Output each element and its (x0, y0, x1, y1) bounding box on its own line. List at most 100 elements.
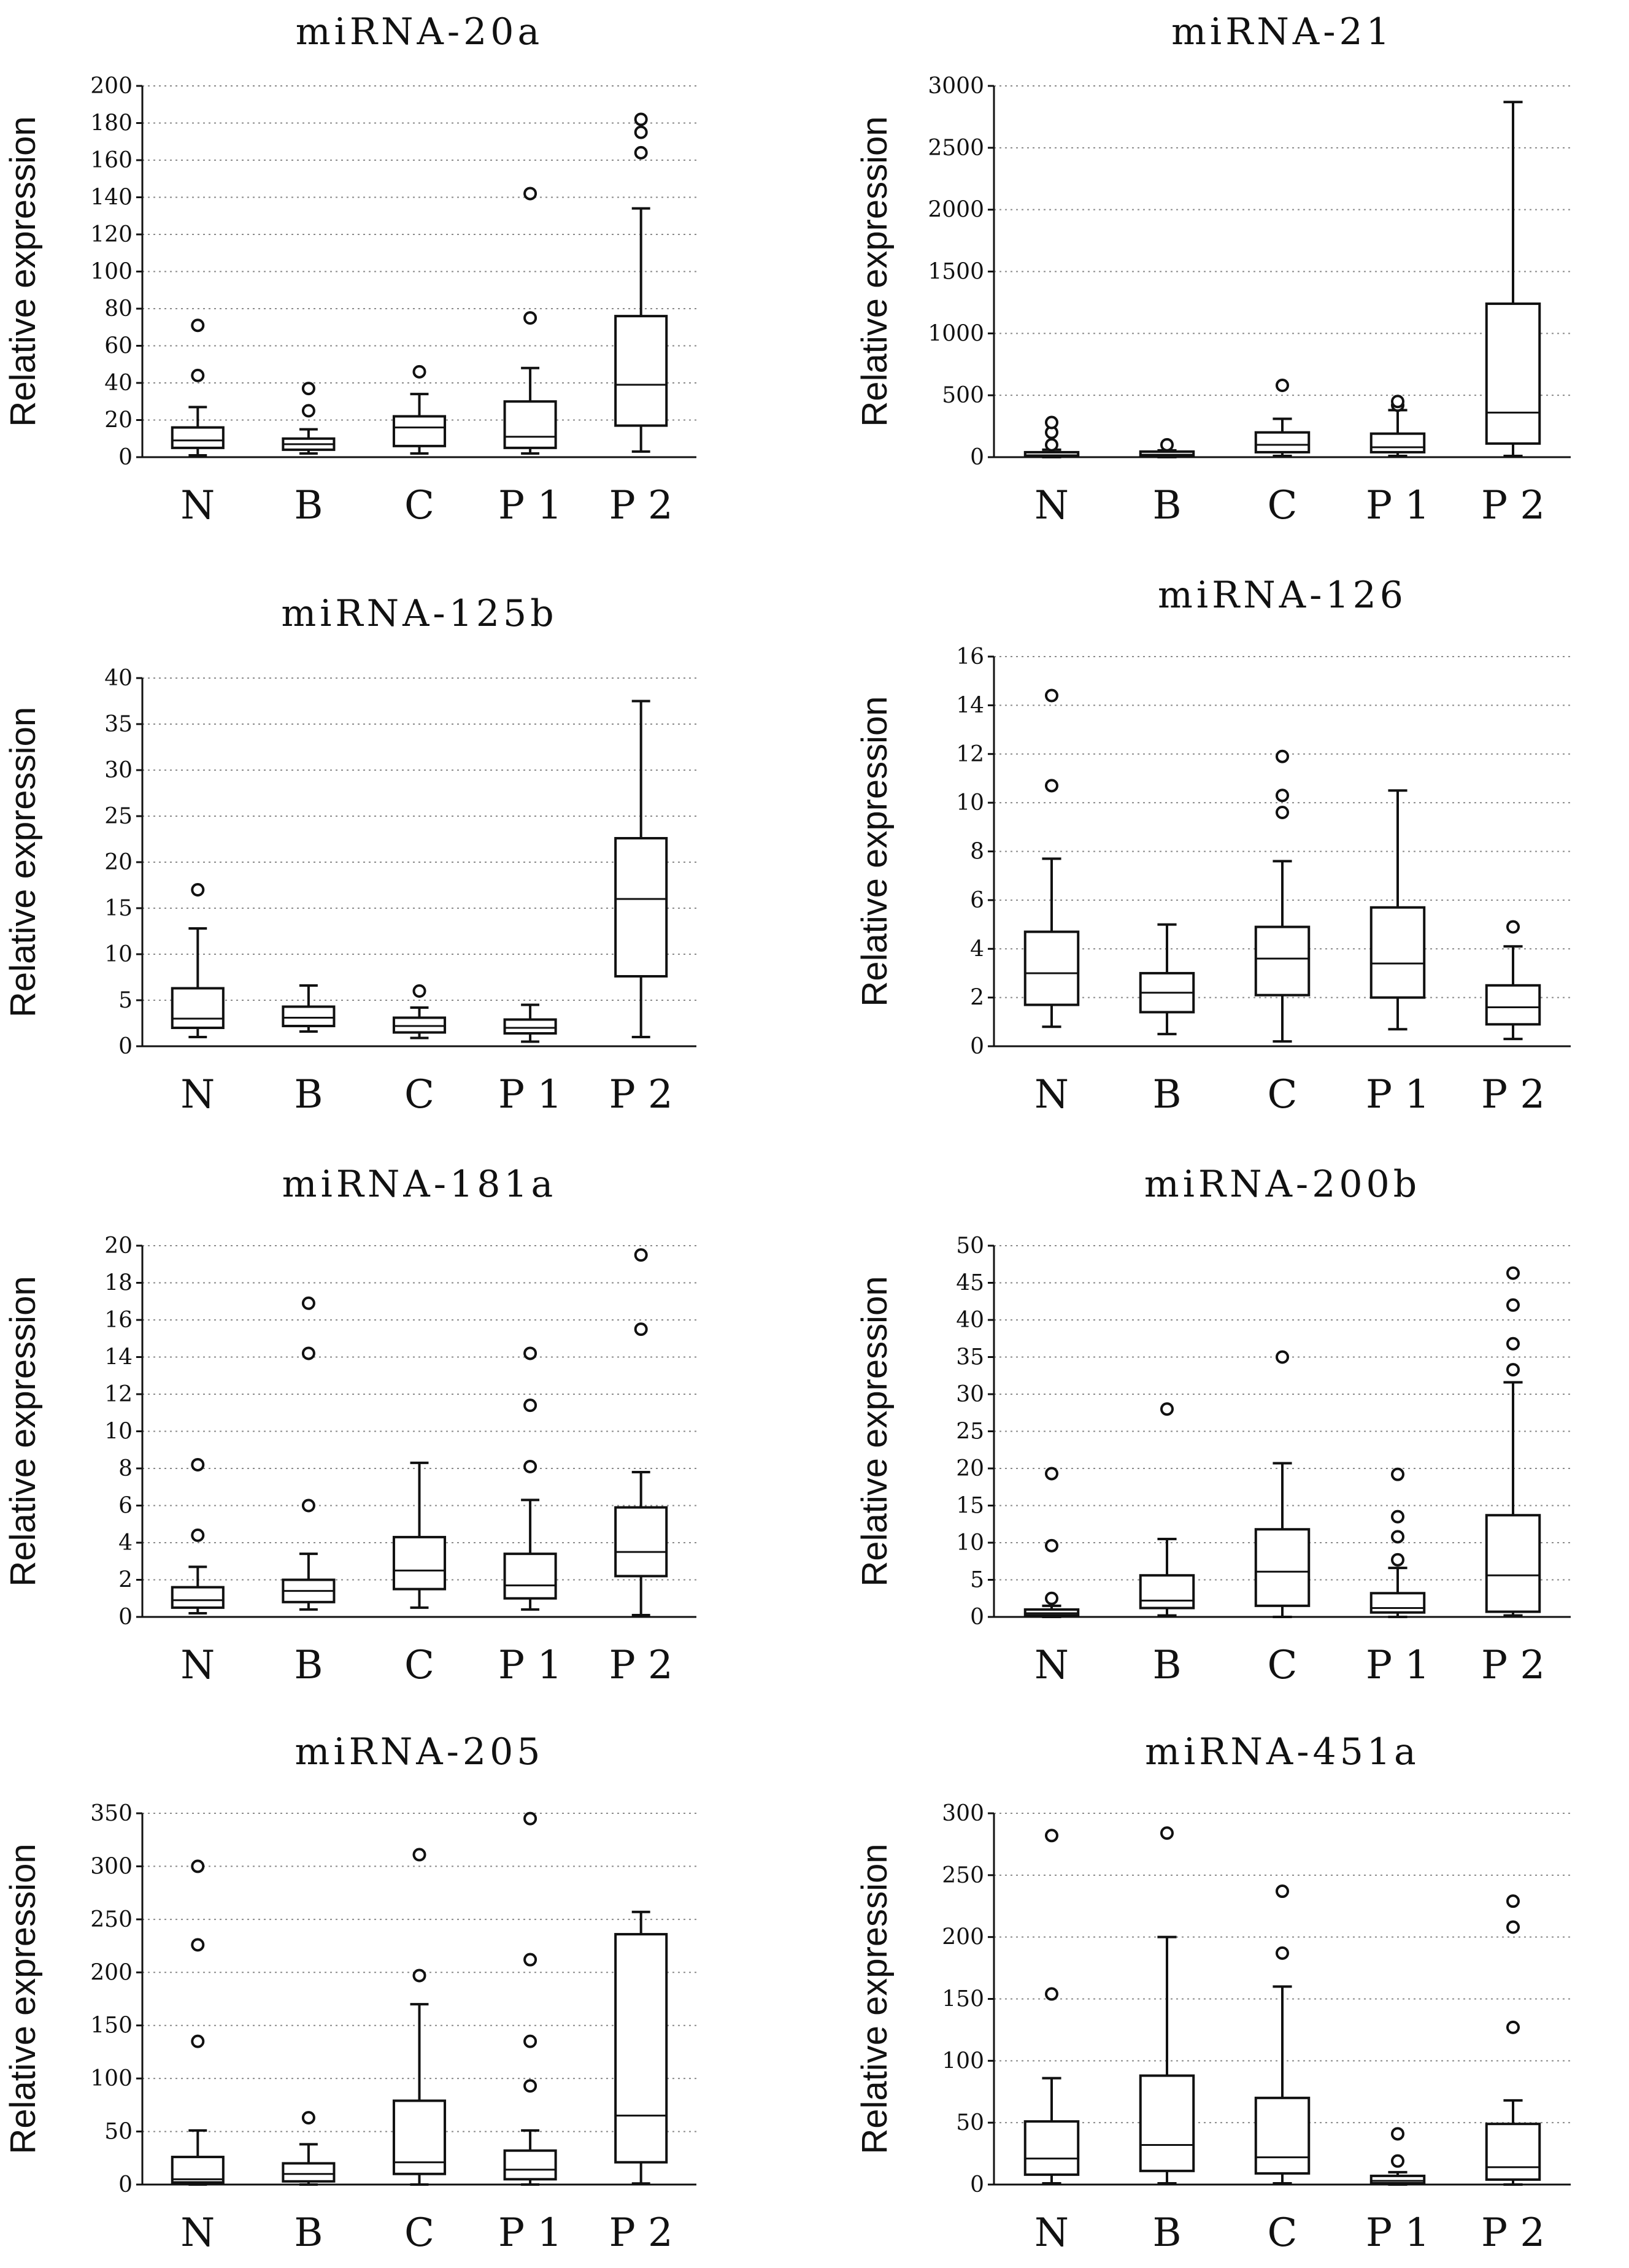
box-c (1254, 1350, 1311, 1618)
x-tick-label: P 1 (498, 2210, 562, 2256)
box-c (1254, 749, 1311, 1043)
y-tick-label: 250 (90, 1907, 133, 1932)
box-b (1139, 1826, 1195, 2185)
y-tick-label: 8 (118, 1456, 133, 1481)
outlier-point (523, 1811, 537, 1826)
y-tick-label: 25 (956, 1419, 984, 1444)
iqr-box (1369, 432, 1426, 453)
x-tick-label: P 2 (1481, 1643, 1545, 1688)
box-p1 (1369, 789, 1426, 1031)
outlier-point (1506, 1894, 1520, 1908)
box-p1 (1369, 395, 1426, 457)
y-tick-label: 14 (104, 1345, 133, 1370)
outlier-point (523, 187, 537, 201)
box-n (1023, 1467, 1080, 1618)
x-tick-label: N (1034, 2210, 1069, 2256)
chart-panel-6: miRNA-200b Relative expression 0 5 10 15 20 25 3… (855, 1163, 1571, 1688)
box-b (282, 1296, 336, 1611)
y-tick-label: 12 (956, 742, 984, 767)
x-tick-label: B (294, 483, 323, 528)
y-tick-label: 2 (970, 986, 984, 1011)
y-axis-label: Relative expression (3, 116, 43, 426)
y-tick-label: 20 (104, 408, 133, 433)
y-tick-label: 3000 (928, 74, 984, 99)
box-c (392, 364, 447, 455)
y-tick-label: 2000 (928, 198, 984, 223)
outlier-point (523, 1459, 537, 1473)
x-tick-label: P 2 (609, 1643, 673, 1688)
outlier-point (301, 1296, 315, 1310)
outlier-point (1391, 2154, 1404, 2168)
outlier-point (1045, 1591, 1058, 1605)
outlier-point (1391, 2127, 1404, 2141)
chart-panel-3: miRNA-125b Relative expression 0 5 10 15 20 25 3… (3, 592, 696, 1117)
x-tick-label: P 1 (498, 1072, 562, 1117)
outlier-point (1276, 749, 1289, 763)
outlier-point (412, 984, 426, 998)
y-tick-label: 16 (104, 1308, 133, 1333)
outlier-point (301, 382, 315, 396)
iqr-box (503, 2149, 557, 2181)
y-tick-label: 10 (104, 942, 133, 967)
y-tick-label: 100 (90, 260, 133, 285)
outlier-point (1160, 1402, 1174, 1416)
x-tick-label: P 2 (609, 1072, 673, 1117)
x-tick-label: P 1 (1366, 1643, 1430, 1688)
iqr-box (1254, 1528, 1311, 1607)
y-tick-label: 15 (104, 896, 133, 921)
outlier-point (1506, 2020, 1520, 2034)
x-tick-label: P 2 (1481, 1072, 1545, 1117)
outlier-point (523, 311, 537, 325)
chart-title: miRNA-125b (281, 592, 557, 635)
outlier-point (412, 364, 426, 379)
outlier-point (191, 318, 205, 333)
y-tick-label: 0 (118, 445, 133, 470)
y-tick-label: 0 (118, 2172, 133, 2197)
iqr-box (614, 837, 668, 978)
box-b (282, 382, 336, 455)
y-tick-label: 40 (104, 666, 133, 691)
outlier-point (1391, 395, 1404, 409)
y-tick-label: 45 (956, 1271, 984, 1296)
x-tick-label: C (1268, 1072, 1298, 1117)
box-n (1023, 415, 1080, 458)
box-n (1023, 688, 1080, 1028)
x-tick-label: N (180, 483, 215, 528)
iqr-box (1254, 2096, 1311, 2175)
chart-panel-1: miRNA-20a Relative expression 0 20 40 60 80 100… (3, 10, 696, 528)
x-tick-label: N (180, 2210, 215, 2256)
box-p1 (503, 1346, 557, 1611)
x-tick-label: B (294, 1072, 323, 1117)
outlier-point (1160, 1826, 1174, 1840)
x-tick-label: P 1 (1366, 1072, 1430, 1117)
y-tick-label: 180 (90, 111, 133, 136)
x-tick-label: C (1268, 1643, 1298, 1688)
iqr-box (171, 1586, 225, 1609)
box-p2 (1485, 1894, 1541, 2186)
y-tick-label: 12 (104, 1382, 133, 1407)
outlier-point (1276, 1946, 1289, 1960)
box-p2 (1485, 101, 1541, 457)
iqr-box (614, 1506, 668, 1578)
y-tick-label: 200 (90, 1960, 133, 1985)
iqr-box (171, 2156, 225, 2184)
chart-panel-2: miRNA-21 Relative expression 0 500 1000 1500 2… (855, 10, 1571, 528)
iqr-box (1485, 1514, 1541, 1613)
iqr-box (1139, 1574, 1195, 1610)
outlier-point (301, 2111, 315, 2125)
y-tick-label: 0 (970, 445, 984, 470)
outlier-point (301, 1346, 315, 1360)
iqr-box (503, 400, 557, 449)
y-tick-label: 5 (970, 1568, 984, 1593)
outlier-point (191, 1528, 205, 1542)
box-c (1254, 1884, 1311, 2185)
iqr-box (1254, 925, 1311, 997)
y-tick-label: 50 (104, 2120, 133, 2145)
box-p2 (1485, 1266, 1541, 1617)
y-tick-label: 10 (104, 1419, 133, 1444)
box-n (171, 1457, 225, 1614)
y-tick-label: 14 (956, 693, 984, 718)
y-tick-label: 150 (90, 2013, 133, 2038)
y-tick-label: 5 (118, 988, 133, 1013)
